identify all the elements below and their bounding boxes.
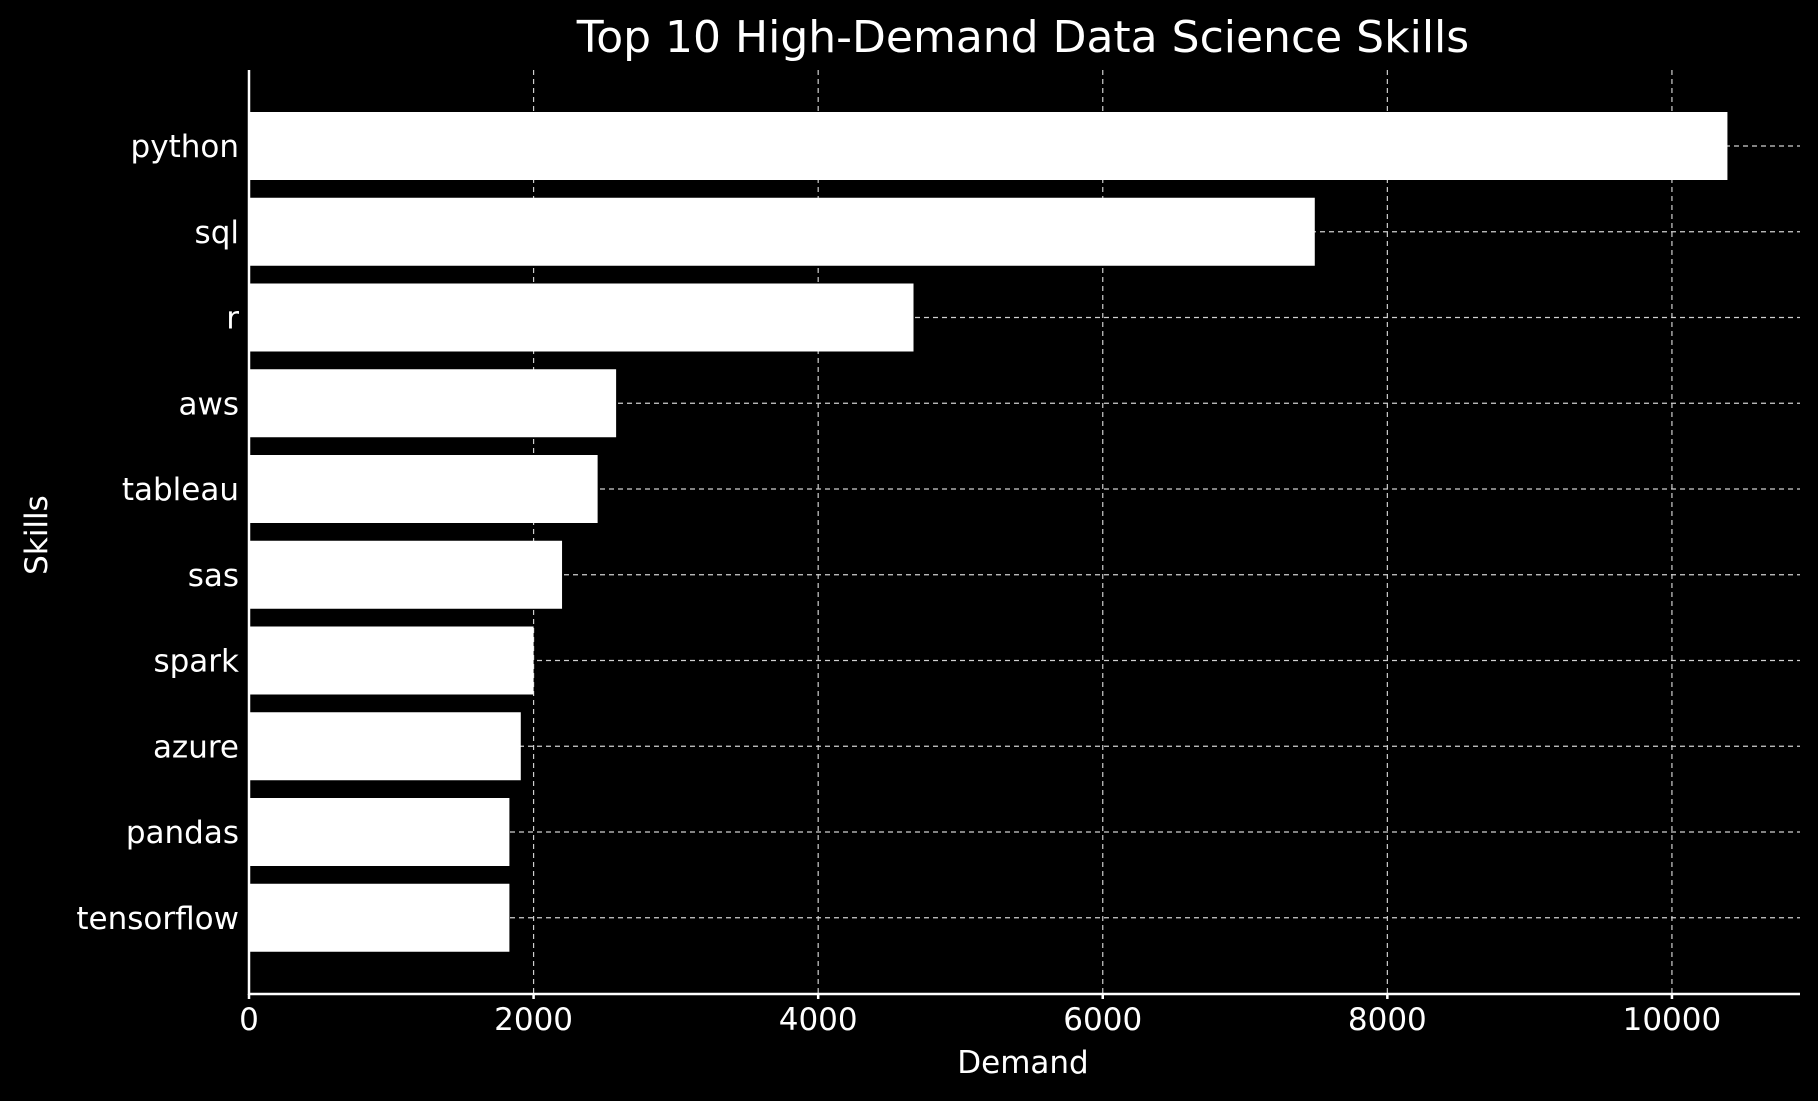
bar-python [249, 112, 1728, 180]
x-tick-label-3: 6000 [1063, 1002, 1142, 1038]
chart-title: Top 10 High-Demand Data Science Skills [576, 12, 1469, 63]
category-label-aws: aws [178, 386, 239, 422]
bar-spark [249, 626, 534, 695]
category-label-sql: sql [195, 215, 239, 251]
x-tick-label-5: 10000 [1623, 1002, 1722, 1038]
bar-sql [249, 197, 1315, 266]
category-label-tableau: tableau [122, 472, 239, 508]
y-axis-label: Skills [19, 495, 55, 575]
bar-azure [249, 712, 521, 781]
bar-aws [249, 369, 617, 438]
category-label-spark: spark [153, 644, 239, 680]
bar-r [249, 283, 914, 352]
category-label-layer: python sql r aws tableau sas spark azure pandas t… [76, 129, 239, 937]
category-label-r: r [226, 301, 239, 337]
x-tick-label-0: 0 [239, 1002, 259, 1038]
bar-tensorflow [249, 883, 510, 952]
x-axis-label: Demand [957, 1045, 1088, 1081]
category-label-sas: sas [188, 558, 239, 594]
category-label-python: python [131, 129, 239, 165]
axis-layer [247, 70, 1800, 996]
x-tick-label-2: 4000 [779, 1002, 858, 1038]
category-label-azure: azure [153, 729, 239, 765]
bar-layer [249, 112, 1728, 952]
bar-tableau [249, 455, 598, 523]
bar-sas [249, 540, 563, 609]
x-tick-label-4: 8000 [1348, 1002, 1427, 1038]
category-label-pandas: pandas [126, 815, 239, 851]
category-label-tensorflow: tensorflow [76, 901, 239, 937]
bar-pandas [249, 798, 510, 866]
x-tick-label-1: 2000 [494, 1002, 573, 1038]
tick-layer: 0 2000 4000 6000 8000 10000 [239, 994, 1721, 1038]
